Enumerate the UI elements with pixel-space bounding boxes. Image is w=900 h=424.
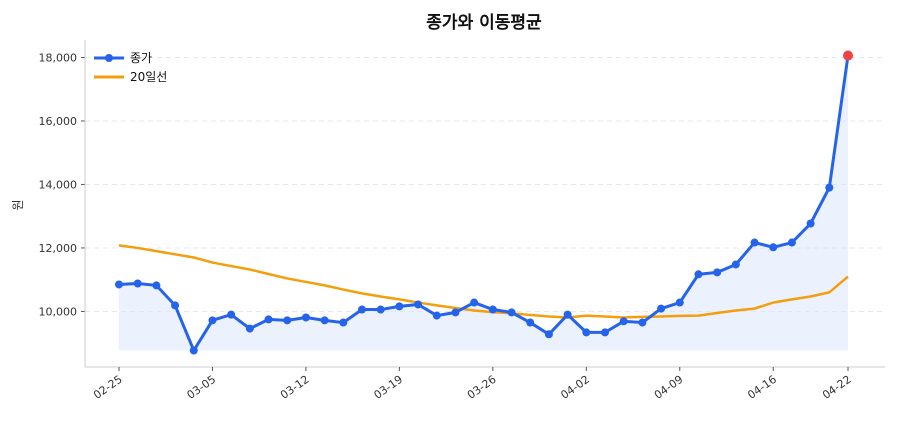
- x-tick-label: 03-05: [185, 373, 219, 402]
- close-point: [245, 324, 254, 333]
- close-point: [544, 330, 553, 339]
- close-point: [563, 310, 572, 319]
- x-tick-label: 04-22: [820, 373, 854, 402]
- close-point: [731, 260, 740, 269]
- close-point: [115, 280, 123, 289]
- y-tick-label: 10,000: [39, 305, 78, 318]
- legend-label-close: 종가: [130, 51, 152, 65]
- legend-label-ma20: 20일선: [130, 70, 167, 84]
- x-tick-label: 02-25: [91, 373, 125, 402]
- close-point: [152, 281, 161, 290]
- x-tick-label: 04-02: [558, 373, 592, 402]
- legend: 종가 20일선: [94, 51, 167, 84]
- close-point: [694, 270, 703, 279]
- close-point: [432, 311, 441, 320]
- close-point: [339, 318, 348, 327]
- chart-title: 종가와 이동평균: [426, 13, 542, 33]
- close-point: [769, 243, 778, 252]
- x-tick-label: 03-26: [465, 373, 499, 402]
- y-tick-label: 16,000: [39, 115, 78, 128]
- close-point: [619, 317, 628, 326]
- close-point: [414, 300, 423, 309]
- close-point: [301, 313, 310, 322]
- x-tick-label: 03-12: [278, 373, 312, 402]
- close-point: [713, 268, 722, 277]
- close-point: [470, 298, 479, 307]
- close-point: [806, 219, 815, 228]
- close-point: [601, 328, 609, 337]
- y-axis-label: 원: [11, 199, 25, 210]
- y-tick-label: 18,000: [39, 51, 78, 64]
- close-point: [264, 315, 273, 324]
- close-point: [526, 318, 535, 327]
- close-area-fill: [119, 55, 848, 351]
- close-point: [787, 238, 796, 247]
- y-tick-label: 12,000: [39, 242, 78, 255]
- close-point: [171, 301, 180, 310]
- close-point: [283, 316, 292, 325]
- close-point: [395, 302, 404, 311]
- close-point: [582, 328, 591, 337]
- close-point-latest: [843, 50, 853, 61]
- close-point: [208, 316, 217, 325]
- close-point: [638, 318, 647, 327]
- x-tick-label: 04-09: [652, 373, 686, 402]
- x-tick-label: 04-16: [745, 373, 779, 402]
- x-tick-label: 03-19: [371, 373, 405, 402]
- close-line: [118, 55, 850, 354]
- close-point: [750, 238, 759, 247]
- close-point: [488, 305, 497, 314]
- close-point: [133, 279, 142, 288]
- close-point: [657, 304, 666, 313]
- close-point: [320, 316, 329, 325]
- close-point: [825, 183, 834, 192]
- y-tick-label: 14,000: [39, 178, 78, 191]
- close-point: [451, 308, 460, 317]
- close-point: [227, 310, 236, 319]
- close-point: [358, 305, 366, 314]
- ma20-line: [118, 244, 849, 319]
- close-point: [675, 298, 684, 307]
- close-point: [376, 305, 385, 314]
- close-point: [189, 346, 198, 355]
- legend-marker-close: [105, 54, 113, 62]
- close-point: [507, 308, 516, 317]
